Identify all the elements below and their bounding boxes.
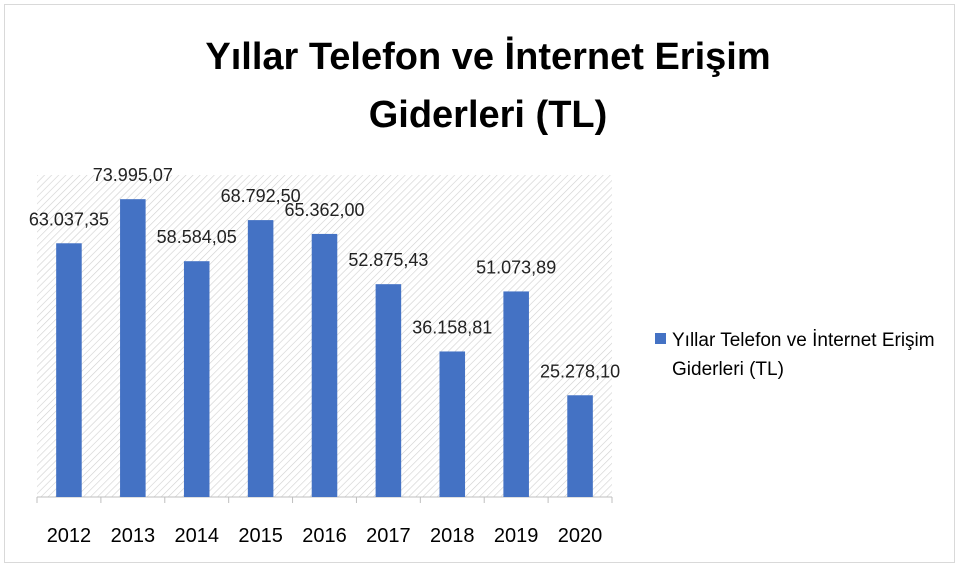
bar — [503, 291, 529, 497]
data-label: 73.995,07 — [93, 165, 173, 185]
bar — [439, 351, 466, 497]
data-label: 51.073,89 — [476, 257, 556, 277]
bar — [311, 233, 338, 497]
bar — [247, 220, 274, 498]
bar — [120, 199, 146, 497]
x-tick-label: 2020 — [558, 525, 603, 547]
x-tick-label: 2013 — [111, 525, 156, 547]
data-label: 25.278,10 — [540, 361, 620, 381]
x-tick-label: 2014 — [174, 525, 219, 547]
x-tick-label: 2019 — [494, 525, 539, 547]
data-label: 65.362,00 — [284, 200, 364, 220]
bar — [183, 261, 210, 497]
chart-title: Yıllar Telefon ve İnternet Erişim Giderl… — [205, 36, 771, 136]
x-tick-label: 2017 — [366, 525, 411, 547]
bar — [567, 395, 593, 497]
data-label: 68.792,50 — [221, 186, 301, 206]
x-tick-label: 2016 — [302, 525, 347, 547]
x-tick-label: 2012 — [47, 525, 92, 547]
x-tick-label: 2015 — [238, 525, 283, 547]
data-label: 36.158,81 — [412, 317, 492, 337]
x-tick-label: 2018 — [430, 525, 475, 547]
data-label: 52.875,43 — [348, 250, 428, 270]
data-label: 63.037,35 — [29, 209, 109, 229]
bar — [56, 243, 82, 497]
data-label: 58.584,05 — [157, 227, 237, 247]
legend-key — [655, 333, 666, 344]
legend-label: Yıllar Telefon ve İnternet Erişim Giderl… — [672, 330, 935, 380]
bar — [375, 284, 402, 497]
